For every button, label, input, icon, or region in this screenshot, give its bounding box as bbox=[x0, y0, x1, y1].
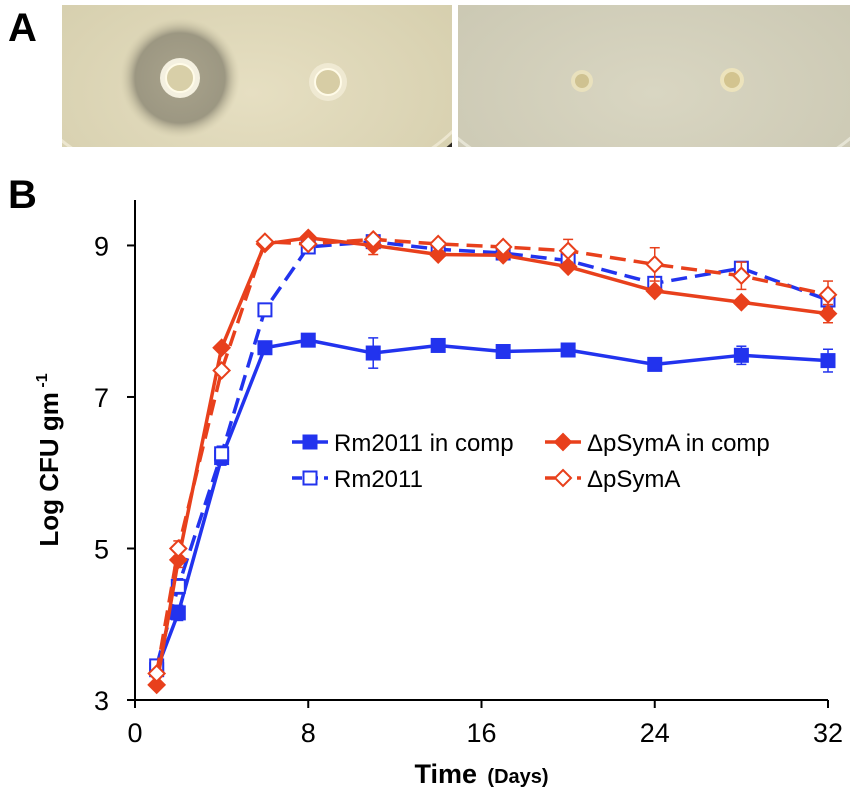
data-point bbox=[645, 281, 665, 301]
series-line bbox=[155, 338, 829, 671]
series-layer bbox=[147, 228, 838, 695]
y-axis-label: Log CFU gm bbox=[34, 392, 64, 547]
data-point bbox=[495, 344, 511, 360]
petri-dish-photo-right bbox=[458, 5, 850, 147]
y-tick-label: 3 bbox=[94, 686, 109, 716]
y-axis-title: Log CFU gm -1 bbox=[34, 373, 64, 546]
series-line bbox=[154, 237, 829, 674]
data-point bbox=[147, 664, 167, 683]
legend-marker bbox=[302, 470, 318, 486]
petri-dish-left-image bbox=[62, 5, 452, 147]
data-point bbox=[298, 234, 318, 254]
data-point bbox=[428, 245, 448, 264]
legend-entry: ΔpSymA bbox=[545, 466, 680, 493]
y-axis-superscript: -1 bbox=[34, 373, 51, 387]
data-point bbox=[363, 229, 383, 249]
data-point bbox=[493, 237, 513, 257]
data-point bbox=[430, 337, 446, 353]
y-ticks: 3 5 7 9 bbox=[94, 231, 135, 716]
data-point bbox=[212, 361, 232, 380]
data-point bbox=[645, 254, 665, 274]
data-point bbox=[365, 345, 381, 361]
data-point bbox=[733, 347, 749, 363]
data-point bbox=[818, 304, 838, 324]
legend-entry: Rm2011 in comp bbox=[292, 430, 514, 457]
data-point bbox=[300, 332, 316, 348]
data-point bbox=[731, 266, 751, 286]
series-1 bbox=[149, 332, 836, 678]
data-point bbox=[214, 446, 230, 462]
legend-label: ΔpSymA bbox=[587, 466, 680, 493]
data-point bbox=[428, 234, 448, 254]
panel-a-label: A bbox=[8, 6, 37, 50]
legend-entry: Rm2011 bbox=[292, 466, 423, 493]
chart-axes: 3 5 7 9 0 8 16 24 32 bbox=[94, 200, 843, 748]
legend-marker bbox=[553, 468, 573, 488]
data-point bbox=[731, 292, 751, 312]
data-point bbox=[820, 353, 836, 369]
data-point bbox=[558, 241, 578, 261]
x-tick-label: 8 bbox=[301, 718, 316, 748]
petri-dish-photo-left bbox=[62, 5, 452, 147]
data-point bbox=[818, 285, 838, 305]
x-axis-unit: (Days) bbox=[487, 766, 548, 788]
data-point bbox=[647, 356, 663, 372]
petri-dish-right-image bbox=[458, 5, 850, 147]
data-point bbox=[257, 302, 273, 318]
legend-marker bbox=[553, 432, 573, 452]
data-point bbox=[168, 539, 188, 558]
chart-legend: Rm2011 in comp Rm2011 ΔpSymA in comp ΔpSymA bbox=[292, 430, 770, 493]
x-axis-label: Time bbox=[414, 759, 477, 789]
y-tick-label: 5 bbox=[94, 534, 109, 564]
x-tick-label: 16 bbox=[466, 718, 496, 748]
panel-b-label: B bbox=[8, 173, 37, 217]
series-4 bbox=[147, 229, 838, 683]
legend-label: Rm2011 bbox=[334, 466, 423, 493]
data-point bbox=[560, 342, 576, 358]
data-point bbox=[212, 338, 232, 358]
data-point bbox=[255, 232, 275, 252]
data-point bbox=[147, 675, 167, 695]
x-axis-title: Time (Days) bbox=[414, 759, 548, 789]
x-tick-label: 24 bbox=[640, 718, 670, 748]
legend-marker bbox=[302, 434, 318, 450]
x-tick-label: 32 bbox=[813, 718, 843, 748]
series-3 bbox=[147, 228, 838, 695]
series-line bbox=[154, 239, 829, 667]
y-tick-label: 7 bbox=[94, 383, 109, 413]
legend-label: ΔpSymA in comp bbox=[587, 430, 770, 457]
legend-entry: ΔpSymA in comp bbox=[545, 430, 770, 457]
legend-label: Rm2011 in comp bbox=[334, 430, 514, 457]
data-point bbox=[257, 340, 273, 356]
x-tick-label: 0 bbox=[127, 718, 142, 748]
x-ticks: 0 8 16 24 32 bbox=[127, 700, 843, 748]
y-tick-label: 9 bbox=[94, 231, 109, 261]
series-line bbox=[154, 236, 829, 686]
